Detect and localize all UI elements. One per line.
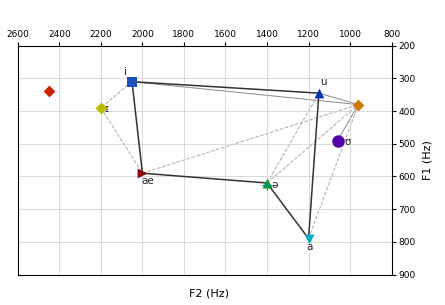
Text: ae: ae [141,176,154,186]
Text: u: u [320,77,326,87]
Text: i: i [124,67,127,77]
Text: ə: ə [271,180,277,190]
Point [355,102,362,107]
Point [97,106,105,110]
Point [129,79,136,84]
Text: ɪ: ɪ [104,105,108,114]
Point [334,138,341,143]
Point [263,181,271,185]
Point [139,171,146,176]
Point [305,236,312,241]
Text: F2 (Hz): F2 (Hz) [189,289,229,299]
Y-axis label: F1 (Hz): F1 (Hz) [423,140,433,180]
Point [45,89,53,94]
Text: a: a [307,242,313,252]
Text: ʊ: ʊ [345,137,351,147]
Point [316,91,323,95]
